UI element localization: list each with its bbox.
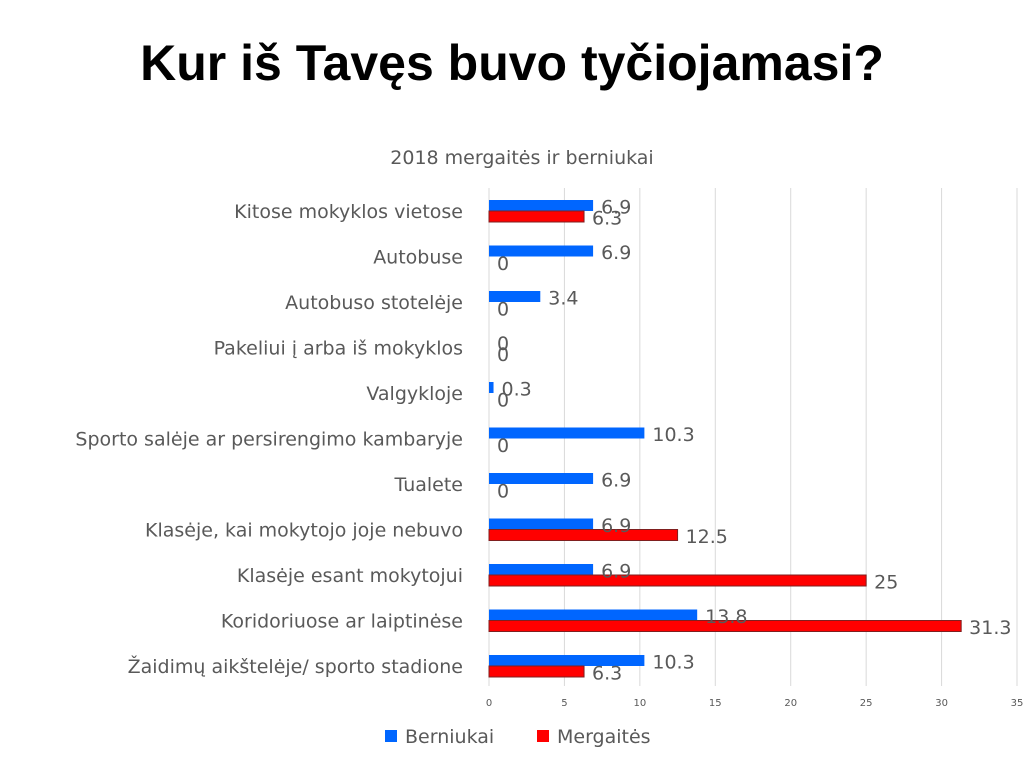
data-label-berniukai: 6.9 (601, 561, 631, 583)
data-label-berniukai: 6.9 (601, 470, 631, 492)
data-label-berniukai: 6.9 (601, 242, 631, 264)
category-label: Autobuse (373, 247, 463, 269)
data-label-berniukai: 13.8 (705, 606, 747, 628)
data-label-berniukai: 10.3 (652, 424, 694, 446)
x-tick-label: 5 (561, 698, 567, 709)
data-label-berniukai: 6.9 (601, 197, 631, 219)
legend-label-berniukai: Berniukai (405, 726, 494, 748)
data-label-mergaites: 0 (497, 344, 509, 366)
x-tick-label: 0 (486, 698, 492, 709)
bar-berniukai (489, 564, 594, 575)
category-label: Valgykloje (366, 383, 463, 405)
bar-mergaites (488, 210, 585, 223)
bar-mergaites (488, 665, 585, 678)
data-label-mergaites: 31.3 (969, 617, 1011, 639)
bar-berniukai (489, 518, 594, 530)
category-label: Kitose mokyklos vietose (234, 201, 463, 223)
bar-mergaites (488, 574, 867, 587)
data-label-mergaites: 0 (497, 299, 509, 321)
category-label: Žaidimų aikštelėje/ sporto stadione (128, 655, 463, 678)
data-label-mergaites: 0 (497, 390, 509, 412)
category-label: Klasėje esant mokytojui (237, 565, 463, 587)
data-label-berniukai: 10.3 (652, 652, 694, 674)
category-label: Klasėje, kai mokytojo joje nebuvo (145, 520, 463, 542)
x-tick-label: 30 (935, 698, 948, 709)
data-label-mergaites: 0 (497, 253, 509, 275)
data-label-mergaites: 0 (497, 435, 509, 457)
chart-title: 2018 mergaitės ir berniukai (390, 147, 653, 169)
data-label-berniukai: 3.4 (548, 288, 578, 310)
x-tick-label: 25 (860, 698, 873, 709)
category-label: Tualete (393, 474, 463, 496)
bar-berniukai (489, 473, 594, 484)
data-label-berniukai: 0.3 (502, 379, 532, 401)
legend-swatch-mergaites (537, 730, 549, 742)
bar-berniukai (489, 427, 645, 439)
category-label: Autobuso stotelėje (285, 292, 463, 314)
category-label: Koridoriuose ar laiptinėse (221, 611, 463, 633)
x-tick-label: 15 (709, 698, 722, 709)
category-label: Pakeliui į arba iš mokyklos (214, 338, 463, 360)
x-tick-label: 35 (1011, 698, 1024, 709)
slide-title: Kur iš Tavęs buvo tyčiojamasi? (140, 35, 884, 91)
data-label-berniukai: 0 (497, 333, 509, 355)
category-label: Sporto salėje ar persirengimo kambaryje (75, 429, 463, 451)
bar-berniukai (489, 200, 594, 211)
bar-berniukai (489, 609, 698, 621)
bar-berniukai (489, 245, 594, 257)
data-label-mergaites: 6.3 (592, 208, 622, 230)
bar-berniukai (489, 655, 645, 666)
data-label-mergaites: 25 (874, 572, 898, 594)
bar-mergaites (488, 620, 962, 632)
data-label-mergaites: 0 (497, 481, 509, 503)
legend-label-mergaites: Mergaitės (557, 726, 651, 748)
x-tick-label: 10 (633, 698, 646, 709)
bar-berniukai (489, 291, 541, 302)
data-label-mergaites: 6.3 (592, 663, 622, 685)
bar-mergaites (488, 529, 679, 541)
x-tick-label: 20 (784, 698, 797, 709)
legend-swatch-berniukai (385, 730, 397, 742)
data-label-mergaites: 12.5 (686, 526, 728, 548)
data-label-berniukai: 6.9 (601, 515, 631, 537)
bar-berniukai (489, 382, 494, 393)
